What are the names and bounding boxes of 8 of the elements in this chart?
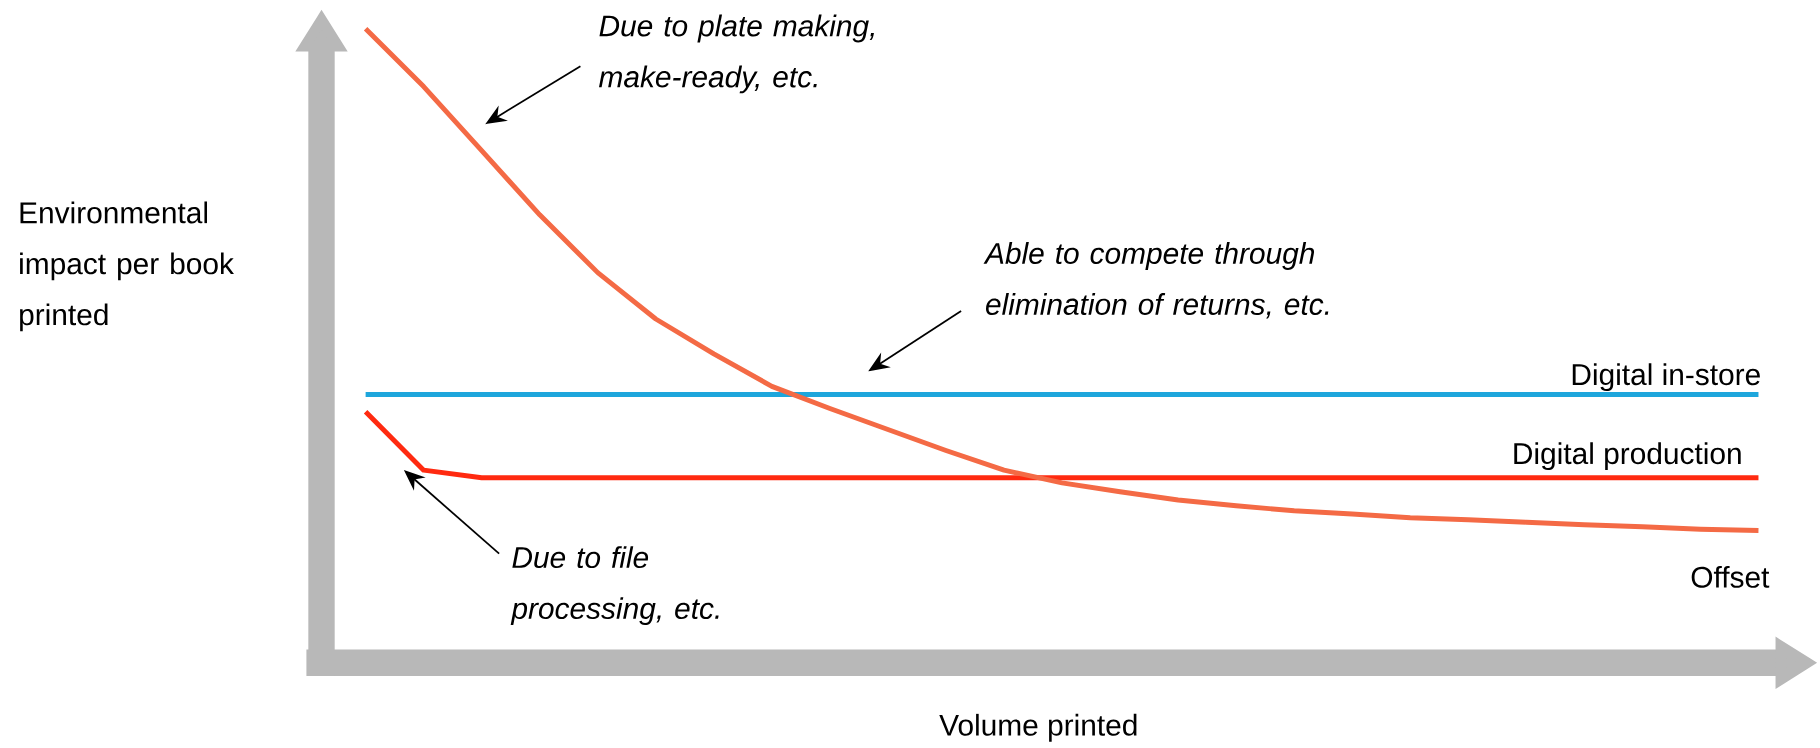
annotation: Able to compete through elimination of returns, etc. bbox=[983, 242, 1329, 319]
annotation: Due to plate making, make-ready, etc. bbox=[599, 14, 874, 94]
series-label: Digital production bbox=[1514, 442, 1741, 471]
x-axis-title: Volume printed bbox=[939, 713, 1137, 742]
annotation: Due to file processing, etc. bbox=[510, 546, 719, 625]
series-label: Offset bbox=[1691, 565, 1770, 588]
series-label: Digital in-store bbox=[1572, 363, 1760, 392]
y-axis-title: Environmental impact per book printed bbox=[20, 201, 234, 332]
